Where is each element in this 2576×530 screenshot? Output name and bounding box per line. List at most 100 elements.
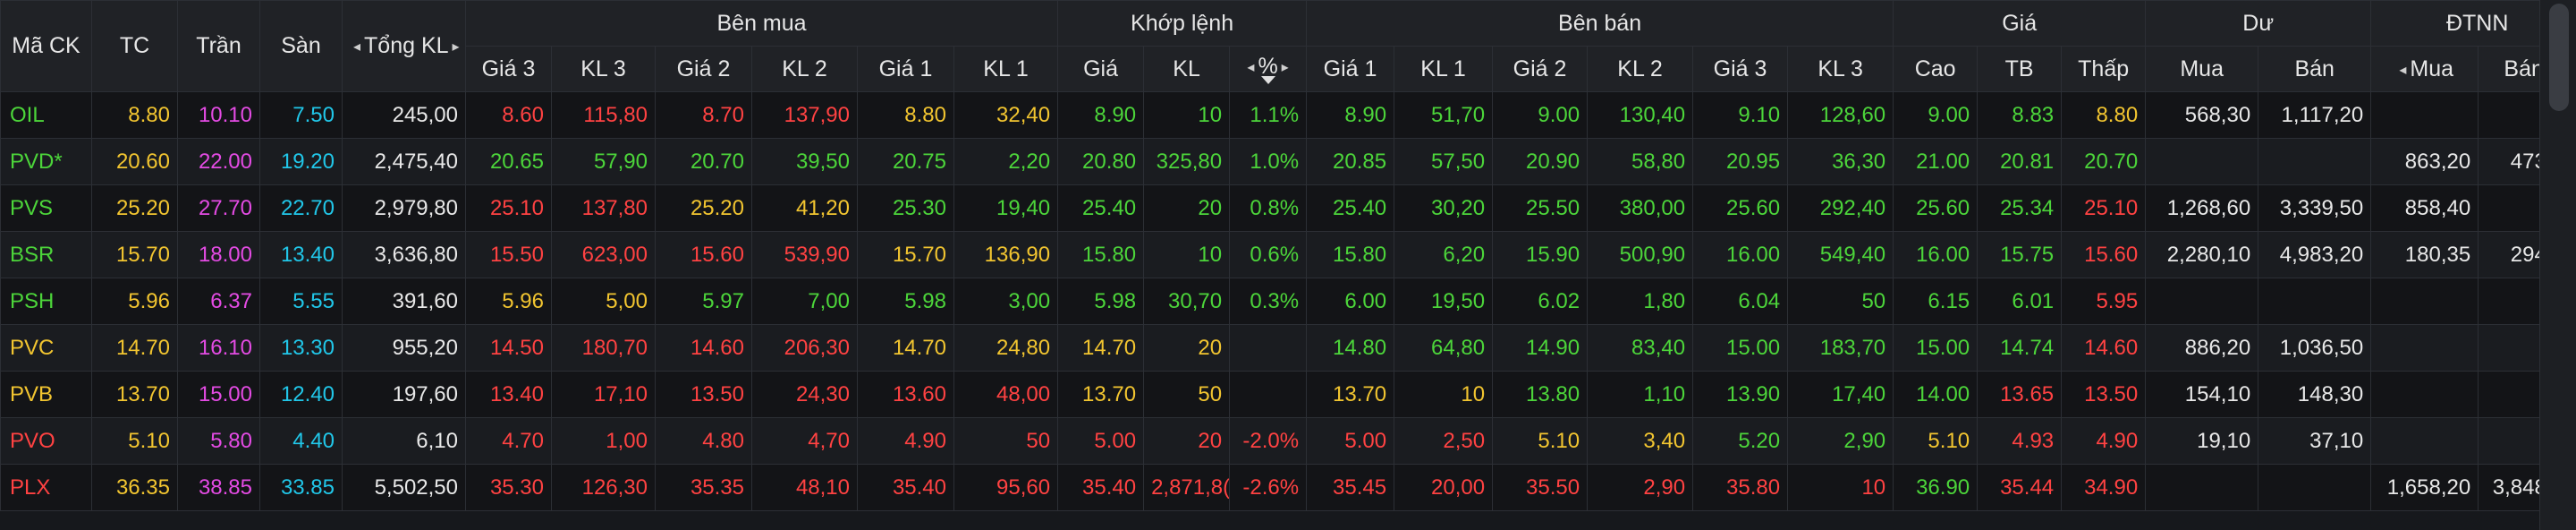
match-price-cell: 5.98 (1057, 278, 1145, 325)
bid-vol1-cell: 95,60 (953, 464, 1059, 511)
remain-sell-cell (2258, 278, 2372, 325)
scroll-left-icon[interactable]: ◂ (353, 39, 361, 56)
bid-vol2-cell: 41,20 (751, 184, 858, 232)
match-price-header[interactable]: Giá (1057, 46, 1145, 92)
avg-price-header[interactable]: TB (1977, 46, 2063, 92)
table-row[interactable]: PSH 5.96 6.37 5.55 391,60 5.96 5,00 5.97 7,00 5.9… (0, 278, 2576, 325)
bid-vol1-header[interactable]: KL 1 (953, 46, 1059, 92)
ask-price1-header[interactable]: Giá 1 (1306, 46, 1395, 92)
match-price-cell: 15.80 (1057, 231, 1145, 278)
bid-group-header: Bên mua (464, 0, 1059, 47)
remain-sell-header[interactable]: Bán (2258, 46, 2372, 92)
ceil-cell: 5.80 (177, 417, 260, 465)
symbol-cell[interactable]: BSR (0, 231, 92, 278)
low-price-header[interactable]: Thấp (2061, 46, 2147, 92)
ask-vol3-cell: 128,60 (1787, 91, 1894, 139)
symbol-cell[interactable]: OIL (0, 91, 92, 139)
table-row[interactable]: BSR 15.70 18.00 13.40 3,636,80 15.50 623,00 15.… (0, 231, 2576, 278)
match-pct-header[interactable]: ◂% ▸ (1229, 46, 1308, 92)
col-ref-header[interactable]: TC (91, 0, 178, 92)
floor-cell: 33.85 (259, 464, 343, 511)
table-row[interactable]: PVO 5.10 5.80 4.40 6,10 4.70 1,00 4.80 4,70 4.90 5… (0, 417, 2576, 465)
table-row[interactable]: PLX 36.35 38.85 33.85 5,502,50 35.30 126,30 35.… (0, 464, 2576, 511)
col-total-vol-header[interactable]: ◂ Tổng KL ▸ (342, 0, 466, 92)
ref-cell: 5.96 (91, 278, 178, 325)
ask-vol1-cell: 57,50 (1394, 138, 1494, 185)
bid-price3-header[interactable]: Giá 3 (465, 46, 552, 92)
table-row[interactable]: PVC 14.70 16.10 13.30 955,20 14.50 180,70 14.60… (0, 324, 2576, 372)
bid-vol2-header[interactable]: KL 2 (751, 46, 858, 92)
high-price-header[interactable]: Cao (1893, 46, 1979, 92)
col-floor-header[interactable]: Sàn (259, 0, 343, 92)
foreign-buy-cell: 863,20 (2370, 138, 2479, 185)
ask-price3-header[interactable]: Giá 3 (1692, 46, 1789, 92)
match-vol-cell: 20 (1143, 417, 1231, 465)
remain-sell-cell: 3,339,50 (2258, 184, 2372, 232)
bid-price2-header[interactable]: Giá 2 (655, 46, 752, 92)
floor-cell: 5.55 (259, 278, 343, 325)
match-price-cell: 5.00 (1057, 417, 1145, 465)
ask-price1-cell: 35.45 (1306, 464, 1395, 511)
ask-price2-cell: 6.02 (1492, 278, 1589, 325)
col-ceil-header[interactable]: Trần (177, 0, 260, 92)
foreign-left-icon[interactable]: ◂ (2399, 62, 2407, 78)
symbol-cell[interactable]: PLX (0, 464, 92, 511)
ask-price2-header[interactable]: Giá 2 (1492, 46, 1589, 92)
ask-vol2-header[interactable]: KL 2 (1587, 46, 1694, 92)
ref-cell: 15.70 (91, 231, 178, 278)
ceil-cell: 6.37 (177, 278, 260, 325)
ref-cell: 8.80 (91, 91, 178, 139)
ref-cell: 5.10 (91, 417, 178, 465)
bid-price1-cell: 5.98 (857, 278, 954, 325)
remain-sell-cell: 4,983,20 (2258, 231, 2372, 278)
bid-vol3-header[interactable]: KL 3 (551, 46, 656, 92)
bid-vol1-cell: 24,80 (953, 324, 1059, 372)
high-price-cell: 21.00 (1893, 138, 1979, 185)
bid-price2-cell: 13.50 (655, 371, 752, 418)
match-vol-cell: 2,871,8( (1143, 464, 1231, 511)
bid-price2-cell: 8.70 (655, 91, 752, 139)
col-symbol-header[interactable]: Mã CK (0, 0, 92, 92)
match-price-cell: 13.70 (1057, 371, 1145, 418)
remain-buy-cell (2145, 138, 2259, 185)
ask-price3-cell: 15.00 (1692, 324, 1789, 372)
scroll-right-icon[interactable]: ▸ (452, 39, 460, 56)
remain-buy-cell (2145, 464, 2259, 511)
table-row[interactable]: OIL 8.80 10.10 7.50 245,00 8.60 115,80 8.70 137,… (0, 91, 2576, 139)
total-vol-cell: 2,979,80 (342, 184, 466, 232)
ref-cell: 14.70 (91, 324, 178, 372)
foreign-buy-cell (2370, 371, 2479, 418)
ask-vol3-header[interactable]: KL 3 (1787, 46, 1894, 92)
floor-cell: 12.40 (259, 371, 343, 418)
ask-vol1-header[interactable]: KL 1 (1394, 46, 1494, 92)
sort-desc-icon[interactable] (1260, 76, 1275, 84)
ask-price1-cell: 5.00 (1306, 417, 1395, 465)
ceil-cell: 22.00 (177, 138, 260, 185)
toggle-right-icon[interactable]: ▸ (1281, 60, 1289, 76)
match-vol-header[interactable]: KL (1143, 46, 1231, 92)
match-pct-cell (1229, 324, 1308, 372)
remain-buy-header[interactable]: Mua (2145, 46, 2259, 92)
table-row[interactable]: PVD* 20.60 22.00 19.20 2,475,40 20.65 57,90 20.… (0, 138, 2576, 185)
symbol-cell[interactable]: PVB (0, 371, 92, 418)
vertical-scrollbar[interactable] (2539, 0, 2576, 530)
low-price-cell: 25.10 (2061, 184, 2147, 232)
symbol-cell[interactable]: PVC (0, 324, 92, 372)
total-vol-cell: 2,475,40 (342, 138, 466, 185)
toggle-left-icon[interactable]: ◂ (1247, 60, 1255, 76)
foreign-buy-header[interactable]: ◂ Mua (2370, 46, 2479, 92)
symbol-cell[interactable]: PVO (0, 417, 92, 465)
bid-vol3-cell: 1,00 (551, 417, 656, 465)
scrollbar-thumb[interactable] (2549, 4, 2569, 111)
bid-price2-cell: 14.60 (655, 324, 752, 372)
bid-price3-cell: 8.60 (465, 91, 552, 139)
table-row[interactable]: PVS 25.20 27.70 22.70 2,979,80 25.10 137,80 25.… (0, 184, 2576, 232)
symbol-cell[interactable]: PVD* (0, 138, 92, 185)
symbol-cell[interactable]: PSH (0, 278, 92, 325)
bid-price1-header[interactable]: Giá 1 (857, 46, 954, 92)
high-price-cell: 15.00 (1893, 324, 1979, 372)
table-row[interactable]: PVB 13.70 15.00 12.40 197,60 13.40 17,10 13.50 2… (0, 371, 2576, 418)
symbol-cell[interactable]: PVS (0, 184, 92, 232)
bid-price2-cell: 35.35 (655, 464, 752, 511)
bid-price2-cell: 25.20 (655, 184, 752, 232)
